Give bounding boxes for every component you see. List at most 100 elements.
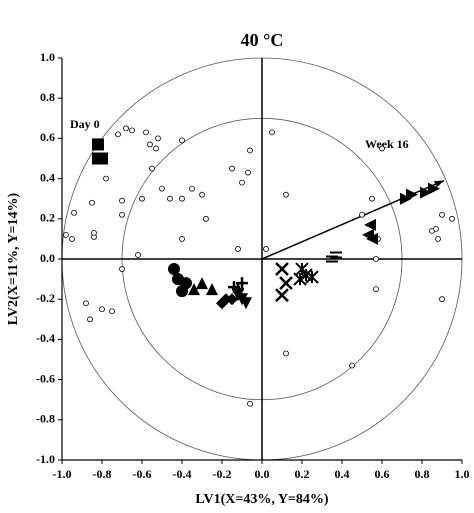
annotation: Week 16 xyxy=(365,137,409,151)
loading-point xyxy=(283,191,289,198)
sample-point xyxy=(236,277,248,290)
sample-point xyxy=(228,281,240,294)
loading-point xyxy=(123,125,129,132)
loading-point xyxy=(199,191,205,198)
loading-point xyxy=(119,211,125,218)
loading-point xyxy=(153,145,159,152)
loading-point xyxy=(149,165,155,172)
loading-point xyxy=(89,199,95,206)
y-tick-label: 0.4 xyxy=(40,170,55,184)
x-tick-label: 0.2 xyxy=(295,467,310,481)
sample-point xyxy=(330,251,342,259)
y-tick-label: 0.6 xyxy=(40,130,55,144)
loading-point xyxy=(147,141,153,148)
sample-point xyxy=(406,188,418,201)
sample-point xyxy=(420,186,432,199)
y-tick-label: 0.2 xyxy=(40,211,55,225)
x-tick-label: -1.0 xyxy=(53,467,72,481)
loading-point xyxy=(229,165,235,172)
sample-point xyxy=(226,293,238,306)
loading-point xyxy=(435,235,441,242)
x-tick-label: -0.8 xyxy=(93,467,112,481)
loading-point xyxy=(263,246,269,252)
y-tick-label: -1.0 xyxy=(36,452,55,466)
x-tick-label: 1.0 xyxy=(455,467,470,481)
loading-point xyxy=(87,316,93,323)
y-tick-label: 0.0 xyxy=(40,251,55,265)
arrow-head xyxy=(434,180,444,188)
loading-point xyxy=(203,215,209,222)
sample-point xyxy=(279,276,293,291)
loading-point xyxy=(239,179,245,186)
x-tick-label: 0.0 xyxy=(255,467,270,481)
loading-point xyxy=(379,145,385,152)
loading-point xyxy=(119,266,125,272)
loading-point xyxy=(69,235,75,242)
x-axis-label: LV1(X=43%, Y=84%) xyxy=(195,492,328,507)
loading-point xyxy=(83,300,89,307)
loading-point xyxy=(103,175,109,182)
sample-point xyxy=(206,283,218,296)
x-tick-label: 0.4 xyxy=(335,467,350,481)
sample-point xyxy=(275,262,289,276)
loading-point xyxy=(135,252,141,258)
y-tick-label: -0.2 xyxy=(36,291,55,305)
loading-point xyxy=(245,169,251,176)
loading-point xyxy=(369,195,375,202)
loading-point xyxy=(139,195,145,202)
loading-point xyxy=(179,137,185,144)
loading-point xyxy=(179,195,185,202)
x-tick-label: 0.8 xyxy=(415,467,430,481)
loading-point xyxy=(91,229,97,236)
loading-point xyxy=(439,211,445,218)
x-tick-label: -0.4 xyxy=(173,467,192,481)
sample-point xyxy=(305,270,319,284)
loading-point xyxy=(71,209,77,216)
loading-point xyxy=(159,185,165,192)
loading-point xyxy=(247,400,253,407)
loading-point xyxy=(359,211,365,218)
loading-point xyxy=(269,129,275,136)
loading-point xyxy=(179,235,185,242)
loading-point xyxy=(283,350,289,357)
loading-point xyxy=(99,306,105,313)
loading-point xyxy=(129,127,135,134)
sample-point xyxy=(96,152,108,165)
loading-point xyxy=(167,195,173,202)
x-tick-label: 0.6 xyxy=(375,467,390,481)
y-axis-label: LV2(X=11%, Y=14%) xyxy=(6,192,21,325)
x-tick-label: -0.6 xyxy=(133,467,152,481)
loading-point xyxy=(247,147,253,154)
sample-point xyxy=(188,283,200,296)
loading-point xyxy=(119,197,125,204)
loading-point xyxy=(349,362,355,369)
chart-title: 40 °C xyxy=(241,30,284,50)
x-tick-label: -0.2 xyxy=(213,467,232,481)
loading-point xyxy=(373,256,379,262)
loading-point xyxy=(449,215,455,222)
sample-point xyxy=(168,263,180,276)
y-tick-label: -0.4 xyxy=(36,331,55,345)
sample-point xyxy=(293,272,307,286)
loading-point xyxy=(433,225,439,232)
loading-point xyxy=(439,296,445,303)
loading-point xyxy=(155,135,161,142)
sample-point xyxy=(428,182,440,195)
sample-point xyxy=(364,218,376,231)
annotation: Day 0 xyxy=(70,117,100,131)
sample-point xyxy=(196,277,208,290)
y-tick-label: 0.8 xyxy=(40,90,55,104)
loading-point xyxy=(115,131,121,138)
loading-point xyxy=(109,308,115,315)
loading-point xyxy=(373,286,379,293)
loading-point xyxy=(235,246,241,252)
y-tick-label: -0.8 xyxy=(36,412,55,426)
sample-point xyxy=(366,232,378,245)
loading-point xyxy=(143,129,149,136)
sample-point xyxy=(216,297,228,310)
loading-point xyxy=(189,185,195,192)
sample-point xyxy=(92,138,104,151)
sample-point xyxy=(240,297,252,310)
